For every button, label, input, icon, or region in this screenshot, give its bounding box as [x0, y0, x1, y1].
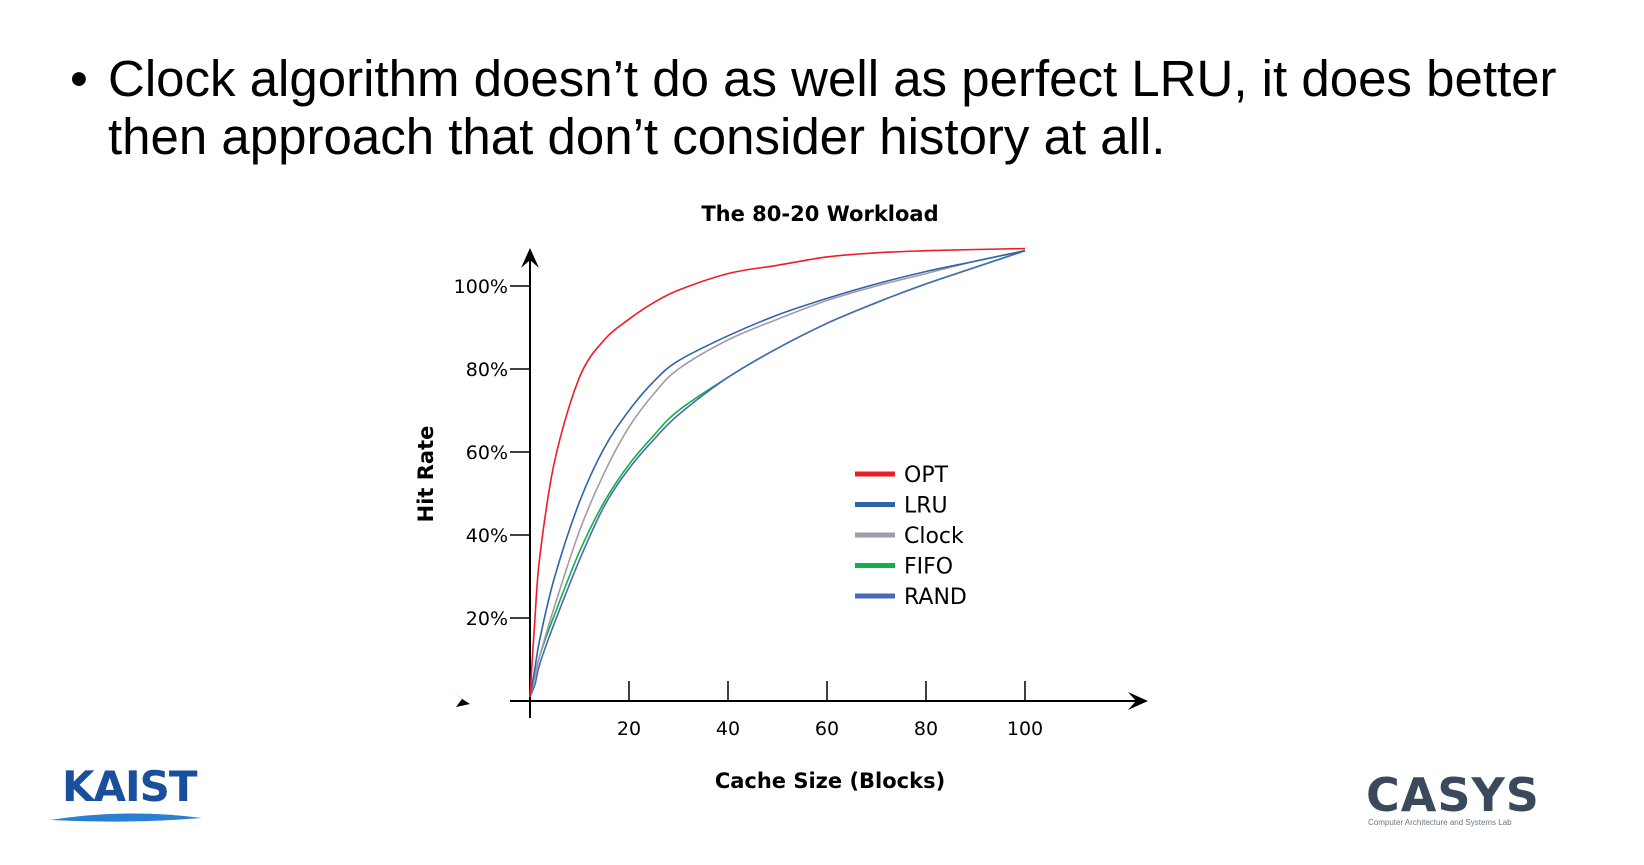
x-tick-label: 80 [914, 718, 938, 740]
kaist-logo: KAIST [48, 762, 208, 832]
casys-logo-text: CASYS [1366, 768, 1540, 822]
y-tick-label: 60% [466, 442, 508, 464]
y-axis-arrow-icon [521, 248, 539, 268]
x-axis-arrow-icon [1128, 692, 1148, 710]
series-line-clock [529, 249, 1026, 698]
chart-title: The 80-20 Workload [701, 202, 938, 226]
casys-logo: CASYS Computer Architecture and Systems … [1360, 768, 1540, 838]
axes [510, 248, 1148, 718]
bullet-dot: • [70, 50, 88, 107]
y-tick-label: 40% [466, 525, 508, 547]
legend-label-clock: Clock [904, 524, 964, 549]
y-tick-label: 20% [466, 608, 508, 630]
y-axis-label: Hit Rate [414, 426, 438, 523]
slide-bullet: • Clock algorithm doesn’t do as well as … [70, 50, 1590, 166]
x-tick-label: 40 [716, 718, 740, 740]
kaist-logo-text: KAIST [62, 762, 198, 811]
y-tick-label: 100% [454, 276, 508, 298]
series-line-rand [529, 249, 1026, 698]
casys-logo-subtitle: Computer Architecture and Systems Lab [1368, 818, 1512, 827]
kaist-swoosh-icon [50, 813, 202, 822]
legend-label-fifo: FIFO [904, 555, 953, 580]
corner-arrow-icon [453, 693, 470, 707]
legend-label-opt: OPT [904, 463, 949, 488]
legend: OPT LRU Clock FIFO RAND [855, 463, 967, 610]
x-axis-label: Cache Size (Blocks) [715, 769, 945, 793]
y-tick-label: 80% [466, 359, 508, 381]
series-line-opt [529, 247, 1026, 697]
x-tick-label: 20 [617, 718, 641, 740]
series-line-lru [529, 249, 1026, 698]
x-tick-label: 60 [815, 718, 839, 740]
legend-label-lru: LRU [904, 494, 948, 519]
legend-label-rand: RAND [904, 585, 967, 610]
series-lines [529, 247, 1026, 698]
bullet-text: Clock algorithm doesn’t do as well as pe… [108, 50, 1557, 165]
ticks: 20% 40% 60% 80% 100% 20 40 60 80 100 [454, 276, 1043, 740]
x-tick-label: 100 [1007, 718, 1043, 740]
